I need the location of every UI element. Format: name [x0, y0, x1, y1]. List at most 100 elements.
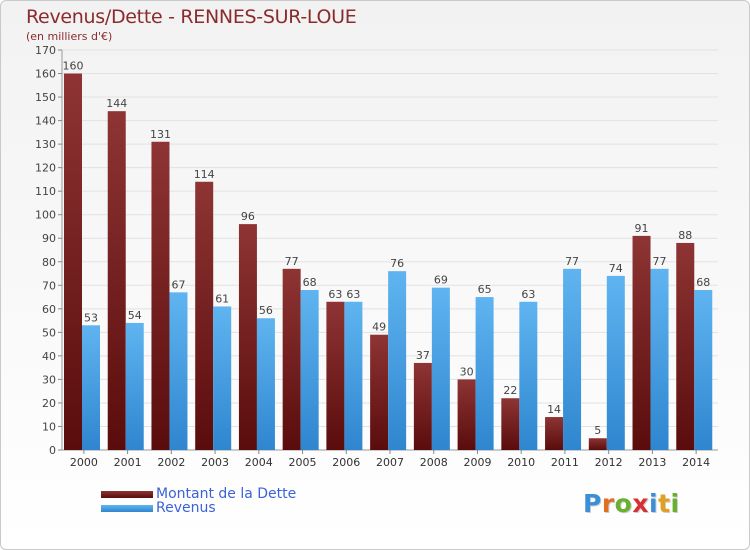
- y-tick-label: 50: [42, 326, 56, 339]
- data-label-revenue: 67: [171, 278, 185, 291]
- data-label-debt: 63: [328, 288, 342, 301]
- data-label-debt: 30: [460, 365, 474, 378]
- bar-revenue: [256, 318, 275, 450]
- proxiti-logo: Proxiti: [583, 489, 680, 518]
- bar-debt: [238, 224, 257, 450]
- y-tick-label: 100: [35, 209, 56, 222]
- legend-swatch-revenue: [101, 504, 153, 512]
- data-label-revenue: 54: [128, 309, 142, 322]
- bar-revenue: [388, 271, 407, 450]
- bar-debt: [676, 242, 695, 450]
- data-label-revenue: 63: [346, 288, 360, 301]
- data-label-revenue: 68: [303, 276, 317, 289]
- logo-letter: o: [614, 489, 633, 518]
- y-tick-label: 170: [35, 44, 56, 57]
- data-label-debt: 14: [547, 403, 561, 416]
- data-label-revenue: 56: [259, 304, 273, 317]
- legend-item-debt: Montant de la Dette: [101, 486, 297, 502]
- bar-revenue: [300, 290, 319, 450]
- x-tick-label: 2009: [463, 456, 491, 469]
- chart-unit-label: (en milliers d'€): [26, 30, 113, 43]
- bar-revenue: [213, 306, 232, 450]
- y-tick-label: 150: [35, 91, 56, 104]
- legend-label-revenue: Revenus: [156, 500, 216, 516]
- x-tick-label: 2002: [157, 456, 185, 469]
- x-tick-label: 2008: [420, 456, 448, 469]
- logo-letter: t: [658, 489, 671, 518]
- data-label-revenue: 76: [390, 257, 404, 270]
- data-label-revenue: 74: [609, 262, 623, 275]
- y-tick-label: 160: [35, 68, 56, 81]
- bar-revenue: [563, 268, 582, 450]
- y-tick-label: 90: [42, 232, 56, 245]
- data-label-revenue: 77: [565, 255, 579, 268]
- x-tick-label: 2003: [201, 456, 229, 469]
- bar-revenue: [125, 322, 144, 450]
- bar-debt: [64, 73, 82, 450]
- logo-letter: i: [649, 489, 659, 518]
- y-tick-label: 40: [42, 350, 56, 363]
- bar-debt: [632, 235, 651, 450]
- data-label-debt: 77: [285, 255, 299, 268]
- chart-title: Revenus/Dette - RENNES-SUR-LOUE: [26, 6, 357, 28]
- data-label-debt: 96: [241, 210, 255, 223]
- x-tick-label: 2007: [376, 456, 404, 469]
- x-tick-label: 2011: [551, 456, 579, 469]
- data-label-revenue: 77: [653, 255, 667, 268]
- bar-revenue: [606, 275, 625, 450]
- x-tick-label: 2006: [332, 456, 360, 469]
- data-label-debt: 91: [635, 222, 649, 235]
- bar-debt: [326, 301, 345, 450]
- y-tick-label: 10: [42, 420, 56, 433]
- bar-debt: [151, 141, 170, 450]
- x-tick-label: 2013: [638, 456, 666, 469]
- data-label-debt: 114: [194, 168, 215, 181]
- data-label-debt: 22: [503, 384, 517, 397]
- bar-revenue: [169, 292, 188, 450]
- x-tick-label: 2005: [289, 456, 317, 469]
- data-label-revenue: 61: [215, 292, 229, 305]
- bar-debt: [107, 111, 126, 451]
- bar-debt: [501, 398, 520, 450]
- y-tick-label: 70: [42, 279, 56, 292]
- x-tick-label: 2014: [682, 456, 710, 469]
- logo-letter: r: [601, 489, 615, 518]
- bar-debt: [545, 417, 564, 450]
- bar-revenue: [694, 290, 713, 450]
- logo-letter: i: [670, 489, 680, 518]
- logo-letter: P: [583, 489, 602, 518]
- y-tick-label: 120: [35, 162, 56, 175]
- y-tick-label: 30: [42, 373, 56, 386]
- bar-revenue: [475, 297, 494, 450]
- legend-label-debt: Montant de la Dette: [156, 486, 297, 502]
- x-tick-label: 2000: [70, 456, 98, 469]
- bar-debt: [370, 334, 389, 450]
- y-tick-label: 0: [49, 444, 56, 457]
- y-tick-label: 110: [35, 185, 56, 198]
- y-tick-label: 80: [42, 256, 56, 269]
- x-tick-label: 2001: [114, 456, 142, 469]
- data-label-revenue: 53: [84, 311, 98, 324]
- x-tick-label: 2010: [507, 456, 535, 469]
- x-tick-label: 2004: [245, 456, 273, 469]
- x-tick-label: 2012: [595, 456, 623, 469]
- data-label-debt: 5: [594, 424, 601, 437]
- bar-debt: [588, 438, 607, 450]
- y-tick-label: 20: [42, 397, 56, 410]
- logo-letter: x: [632, 489, 649, 518]
- data-label-debt: 144: [106, 97, 127, 110]
- bar-revenue: [344, 301, 363, 450]
- data-label-debt: 49: [372, 321, 386, 334]
- y-tick-label: 60: [42, 303, 56, 316]
- bar-revenue: [431, 287, 450, 450]
- data-label-revenue: 63: [521, 288, 535, 301]
- bar-debt: [457, 379, 476, 450]
- bar-debt: [413, 362, 432, 450]
- data-label-revenue: 69: [434, 274, 448, 287]
- data-label-revenue: 68: [696, 276, 710, 289]
- data-label-debt: 88: [678, 229, 692, 242]
- data-label-debt: 160: [63, 60, 84, 73]
- y-tick-label: 140: [35, 115, 56, 128]
- data-label-debt: 37: [416, 349, 430, 362]
